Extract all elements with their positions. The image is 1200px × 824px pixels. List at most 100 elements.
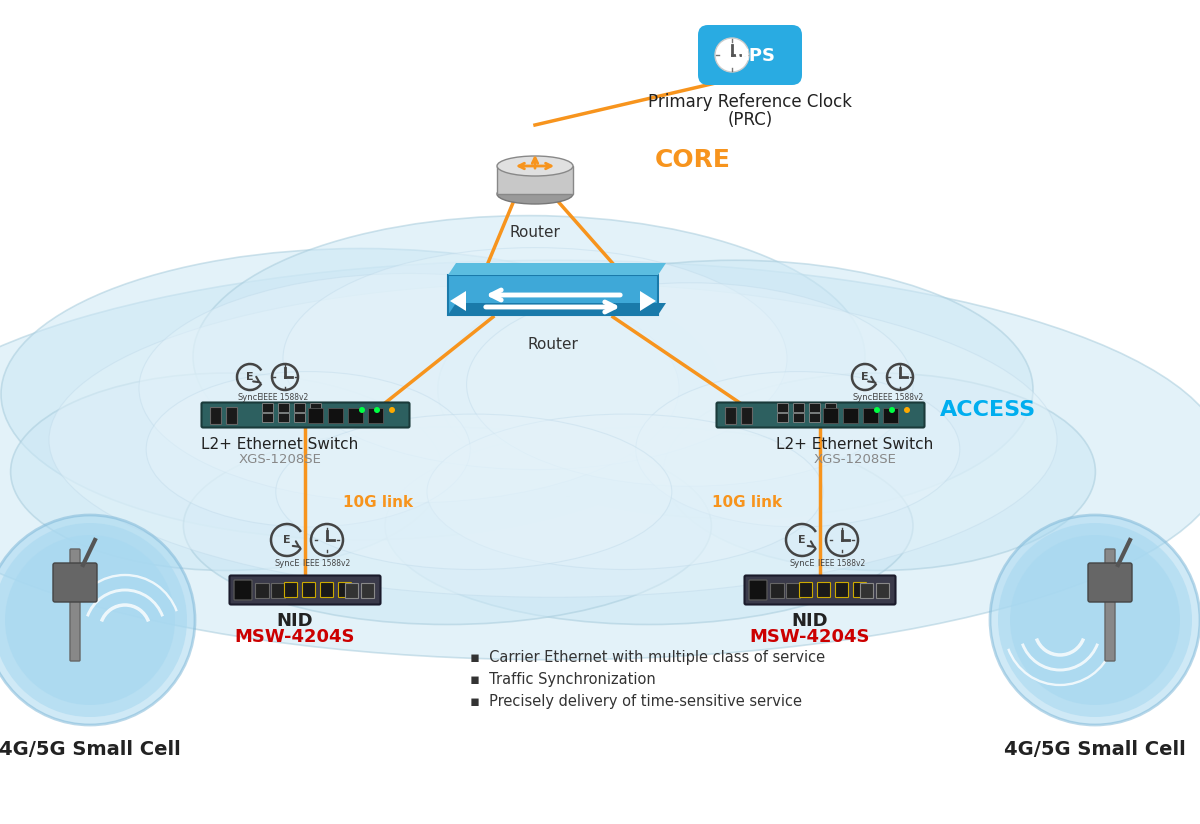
FancyBboxPatch shape bbox=[311, 404, 322, 413]
Ellipse shape bbox=[438, 260, 1033, 519]
FancyBboxPatch shape bbox=[882, 408, 898, 423]
FancyBboxPatch shape bbox=[716, 402, 924, 428]
Text: SyncE: SyncE bbox=[238, 392, 263, 401]
Circle shape bbox=[374, 407, 380, 413]
Text: NID: NID bbox=[277, 612, 313, 630]
Circle shape bbox=[715, 38, 749, 72]
Ellipse shape bbox=[1, 249, 721, 540]
Polygon shape bbox=[448, 303, 666, 315]
Text: Primary Reference Clock: Primary Reference Clock bbox=[648, 93, 852, 111]
Text: ▪  Traffic Synchronization: ▪ Traffic Synchronization bbox=[470, 672, 655, 687]
Text: E: E bbox=[862, 372, 869, 382]
FancyBboxPatch shape bbox=[70, 549, 80, 661]
Circle shape bbox=[0, 515, 194, 725]
Text: L2+ Ethernet Switch: L2+ Ethernet Switch bbox=[202, 437, 359, 452]
Ellipse shape bbox=[467, 283, 913, 486]
Circle shape bbox=[389, 407, 395, 413]
Ellipse shape bbox=[497, 156, 574, 176]
Ellipse shape bbox=[276, 414, 672, 569]
FancyBboxPatch shape bbox=[810, 404, 821, 413]
FancyBboxPatch shape bbox=[294, 404, 306, 413]
FancyBboxPatch shape bbox=[1105, 549, 1115, 661]
FancyBboxPatch shape bbox=[859, 583, 872, 597]
Text: XGS-1208SE: XGS-1208SE bbox=[239, 453, 322, 466]
Ellipse shape bbox=[283, 247, 787, 470]
FancyBboxPatch shape bbox=[270, 583, 284, 597]
Text: ▪  Precisely delivery of time-sensitive service: ▪ Precisely delivery of time-sensitive s… bbox=[470, 694, 802, 709]
Circle shape bbox=[0, 523, 187, 717]
FancyBboxPatch shape bbox=[799, 583, 812, 597]
FancyBboxPatch shape bbox=[769, 583, 784, 597]
FancyBboxPatch shape bbox=[744, 575, 895, 605]
FancyBboxPatch shape bbox=[229, 575, 380, 605]
FancyBboxPatch shape bbox=[698, 25, 802, 85]
FancyBboxPatch shape bbox=[53, 563, 97, 602]
FancyBboxPatch shape bbox=[826, 414, 836, 423]
FancyBboxPatch shape bbox=[294, 414, 306, 423]
Text: SyncE: SyncE bbox=[852, 392, 877, 401]
Text: MSW-4204S: MSW-4204S bbox=[235, 628, 355, 646]
Text: XGS-1208SE: XGS-1208SE bbox=[814, 453, 896, 466]
FancyBboxPatch shape bbox=[202, 402, 409, 428]
Text: MSW-4204S: MSW-4204S bbox=[750, 628, 870, 646]
FancyBboxPatch shape bbox=[278, 404, 289, 413]
Circle shape bbox=[359, 407, 365, 413]
Ellipse shape bbox=[0, 260, 1200, 660]
FancyBboxPatch shape bbox=[254, 583, 269, 597]
Text: E: E bbox=[283, 535, 290, 545]
FancyBboxPatch shape bbox=[338, 583, 352, 597]
FancyBboxPatch shape bbox=[740, 406, 751, 424]
FancyBboxPatch shape bbox=[348, 408, 362, 423]
Text: E: E bbox=[246, 372, 254, 382]
Ellipse shape bbox=[636, 372, 960, 527]
FancyBboxPatch shape bbox=[853, 583, 866, 597]
Ellipse shape bbox=[146, 372, 470, 527]
FancyBboxPatch shape bbox=[367, 408, 383, 423]
Circle shape bbox=[889, 407, 895, 413]
Ellipse shape bbox=[664, 373, 1096, 570]
FancyBboxPatch shape bbox=[725, 406, 736, 424]
Text: L2+ Ethernet Switch: L2+ Ethernet Switch bbox=[776, 437, 934, 452]
Ellipse shape bbox=[497, 184, 574, 204]
Text: ▪  Carrier Ethernet with multiple class of service: ▪ Carrier Ethernet with multiple class o… bbox=[470, 650, 826, 665]
FancyBboxPatch shape bbox=[793, 414, 804, 423]
FancyBboxPatch shape bbox=[448, 275, 658, 315]
Text: IEEE 1588v2: IEEE 1588v2 bbox=[876, 392, 924, 401]
Circle shape bbox=[1010, 535, 1180, 705]
FancyBboxPatch shape bbox=[302, 583, 316, 597]
Text: NID: NID bbox=[792, 612, 828, 630]
Text: IEEE 1588v2: IEEE 1588v2 bbox=[262, 392, 308, 401]
Circle shape bbox=[990, 515, 1200, 725]
FancyBboxPatch shape bbox=[826, 404, 836, 413]
Text: Router: Router bbox=[528, 337, 578, 352]
Polygon shape bbox=[497, 166, 574, 194]
Text: Router: Router bbox=[510, 225, 560, 240]
FancyBboxPatch shape bbox=[835, 583, 848, 597]
FancyBboxPatch shape bbox=[778, 414, 788, 423]
Text: 10G link: 10G link bbox=[343, 494, 413, 509]
FancyBboxPatch shape bbox=[263, 414, 274, 423]
FancyBboxPatch shape bbox=[210, 406, 221, 424]
FancyBboxPatch shape bbox=[226, 406, 236, 424]
Polygon shape bbox=[640, 291, 656, 311]
Text: E: E bbox=[798, 535, 806, 545]
FancyBboxPatch shape bbox=[842, 408, 858, 423]
FancyBboxPatch shape bbox=[320, 583, 334, 597]
Ellipse shape bbox=[193, 216, 865, 498]
Text: IEEE 1588v2: IEEE 1588v2 bbox=[304, 559, 350, 568]
Polygon shape bbox=[448, 263, 666, 275]
Text: SyncE: SyncE bbox=[275, 559, 300, 568]
FancyBboxPatch shape bbox=[822, 408, 838, 423]
FancyBboxPatch shape bbox=[786, 583, 799, 597]
Text: GPS: GPS bbox=[734, 47, 775, 65]
FancyBboxPatch shape bbox=[793, 404, 804, 413]
Ellipse shape bbox=[184, 427, 712, 625]
FancyBboxPatch shape bbox=[810, 414, 821, 423]
Circle shape bbox=[904, 407, 910, 413]
FancyBboxPatch shape bbox=[863, 408, 877, 423]
Circle shape bbox=[998, 523, 1192, 717]
Ellipse shape bbox=[385, 427, 913, 625]
FancyBboxPatch shape bbox=[344, 583, 358, 597]
Ellipse shape bbox=[49, 283, 1057, 597]
FancyBboxPatch shape bbox=[263, 404, 274, 413]
